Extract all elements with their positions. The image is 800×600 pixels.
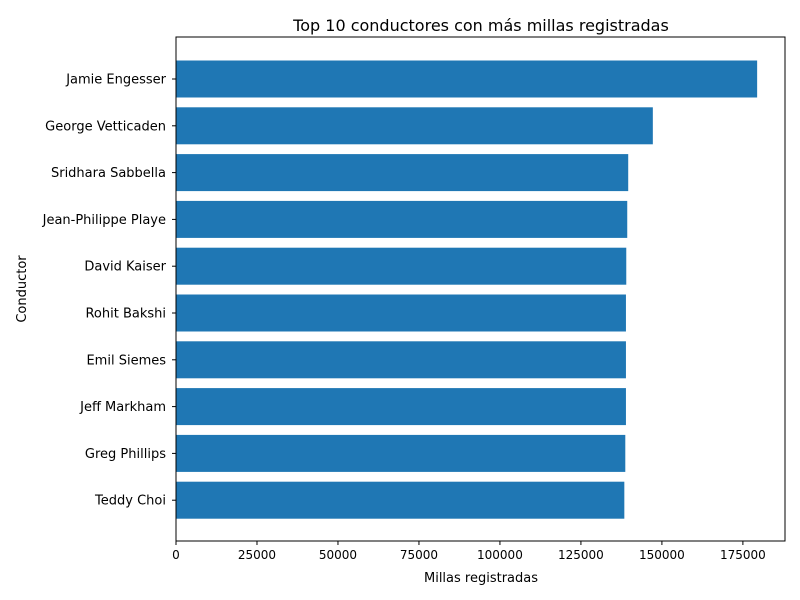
y-axis-label: Conductor — [15, 255, 30, 323]
plot-frame — [175, 36, 786, 542]
bar — [176, 434, 626, 472]
y-tick-label: Sridhara Sabbella — [51, 166, 166, 181]
x-axis: 0 25000 50000 75000 100000 125000 150000 175000 — [172, 541, 766, 562]
bar — [176, 200, 628, 238]
bar — [176, 294, 626, 332]
bar — [176, 247, 627, 285]
bar — [176, 481, 625, 519]
chart-title: Top 10 conductores con más millas regist… — [292, 16, 669, 35]
bars-group — [176, 60, 758, 519]
y-tick-label: Jean-Philippe Playe — [42, 213, 166, 228]
y-tick-label: Greg Phillips — [85, 447, 166, 462]
bar — [176, 60, 758, 98]
bar — [176, 388, 626, 426]
x-tick-label: 50000 — [319, 548, 357, 562]
y-tick-label: Teddy Choi — [94, 494, 166, 509]
x-tick-label: 0 — [172, 548, 180, 562]
bar — [176, 107, 653, 145]
x-axis-label: Millas registradas — [424, 571, 538, 586]
x-tick-label: 125000 — [558, 548, 604, 562]
x-tick-label: 175000 — [720, 548, 766, 562]
y-tick-label: Emil Siemes — [86, 353, 166, 368]
x-tick-label: 100000 — [477, 548, 523, 562]
bar — [176, 341, 626, 379]
y-tick-label: Jamie Engesser — [65, 73, 166, 88]
y-tick-label: Jeff Markham — [79, 400, 166, 415]
bar — [176, 154, 629, 192]
y-axis: Jamie Engesser George Vetticaden Sridhara … — [42, 73, 176, 509]
x-tick-label: 150000 — [639, 548, 685, 562]
y-tick-label: David Kaiser — [84, 260, 166, 275]
x-tick-label: 75000 — [400, 548, 438, 562]
y-tick-label: Rohit Bakshi — [85, 307, 166, 322]
y-tick-label: George Vetticaden — [45, 119, 166, 134]
x-tick-label: 25000 — [238, 548, 276, 562]
